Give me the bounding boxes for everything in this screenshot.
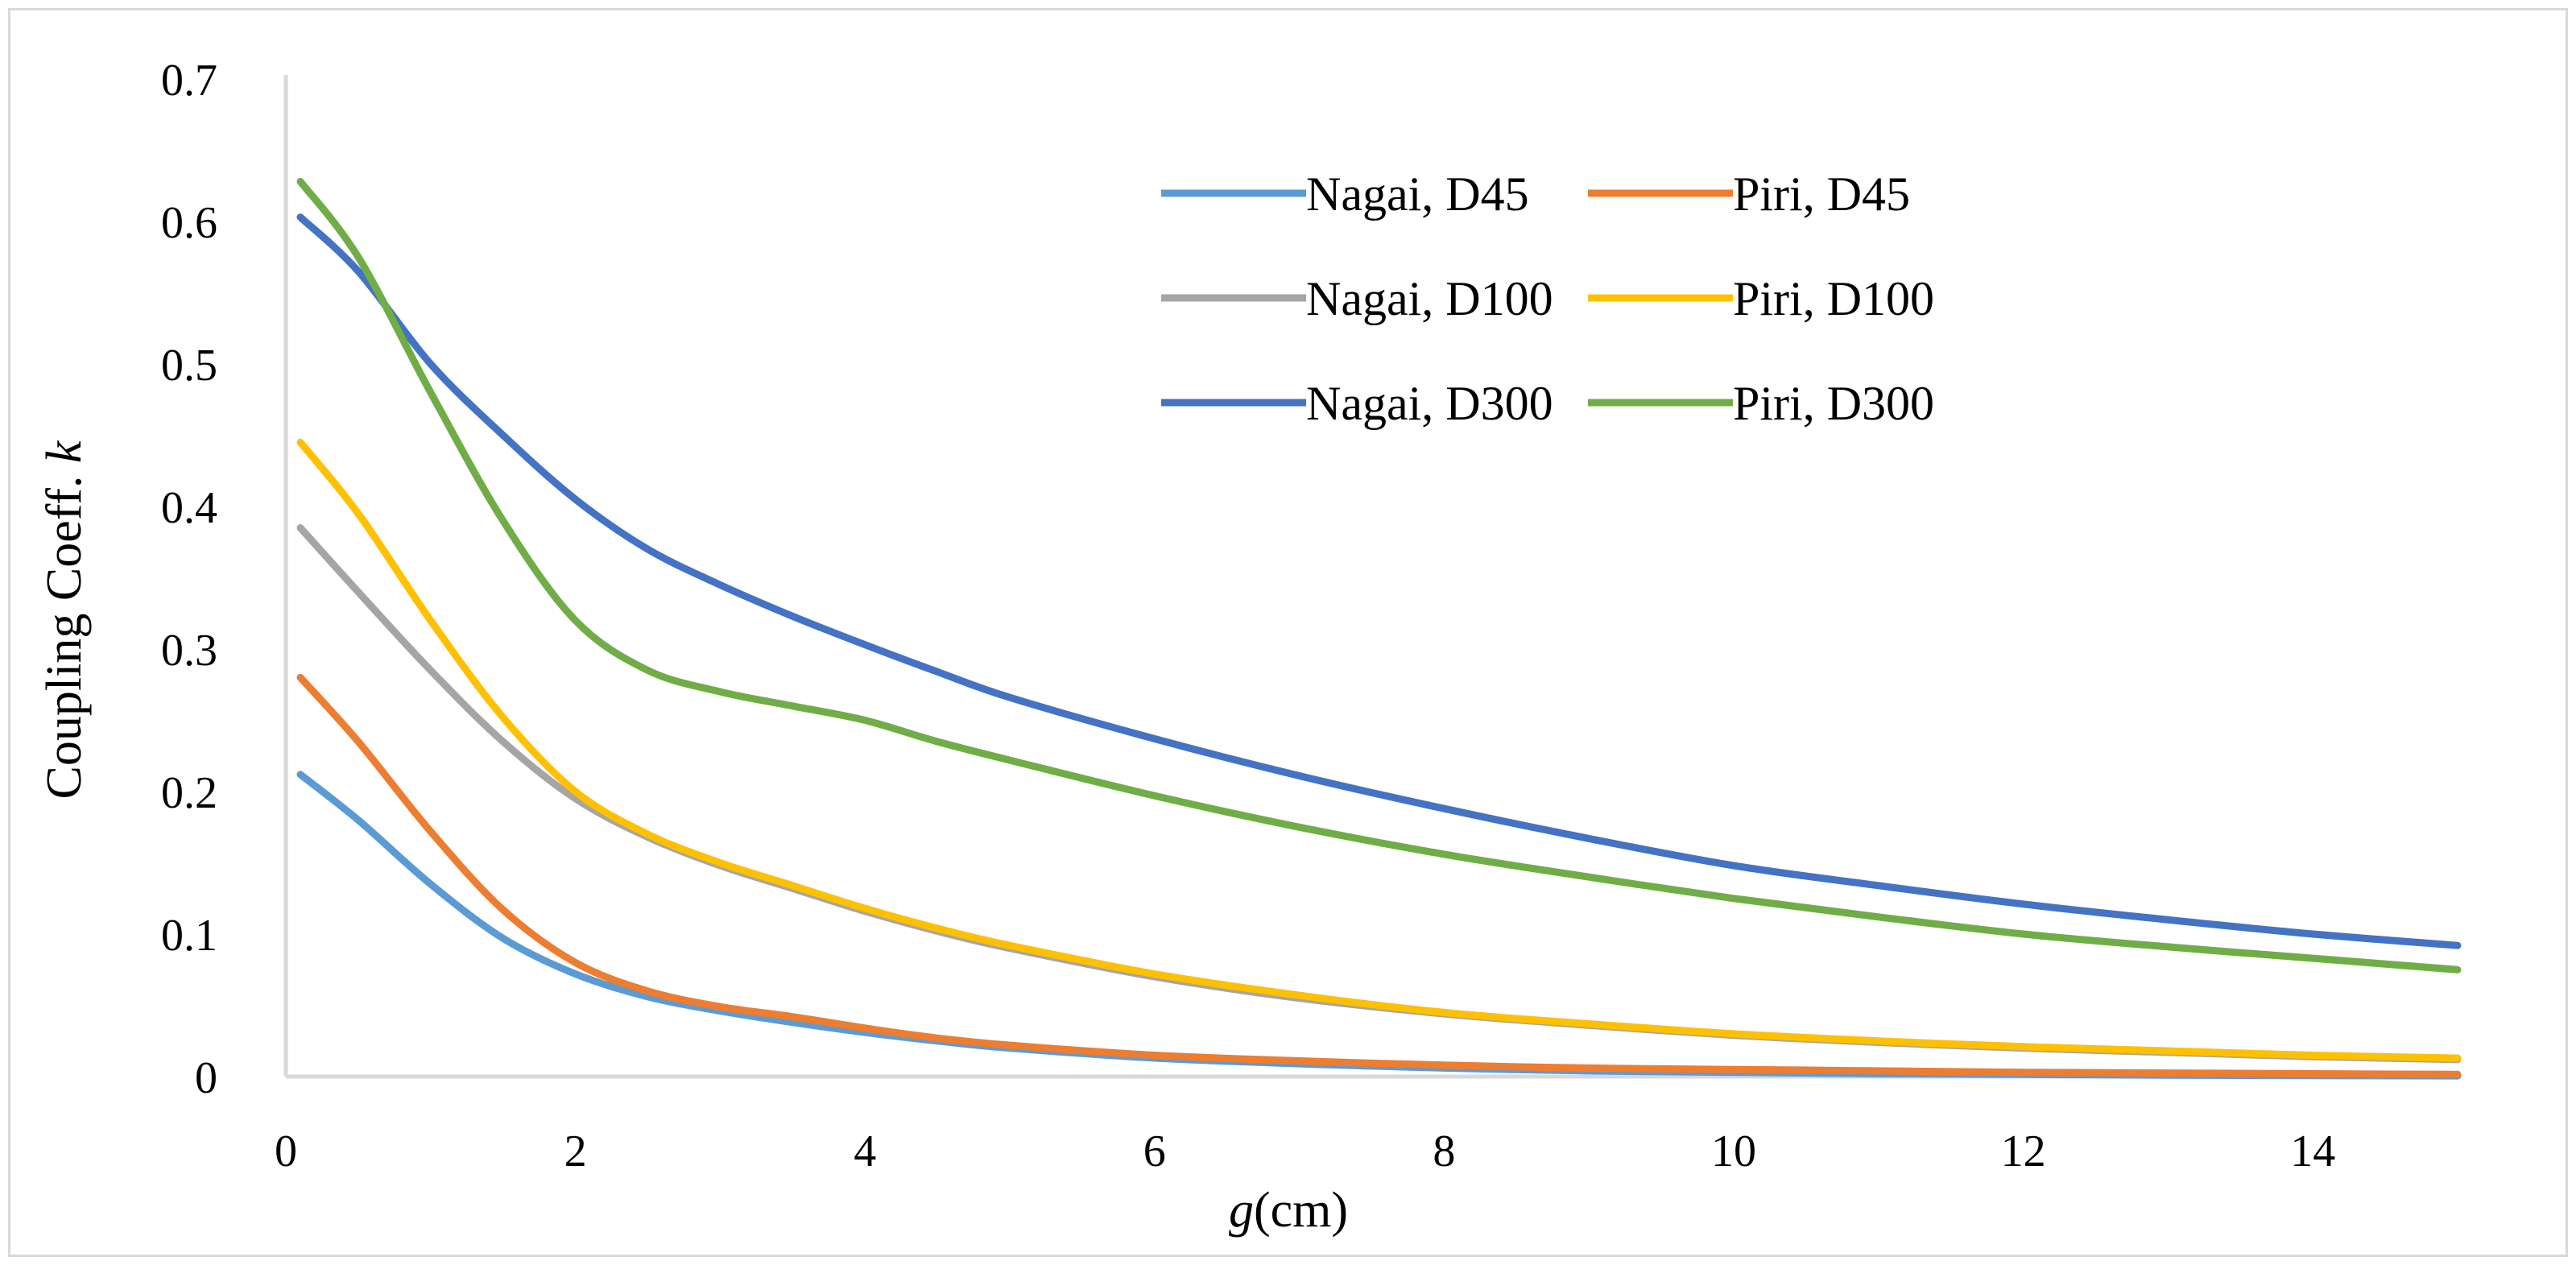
- legend-label: Nagai, D300: [1306, 377, 1553, 430]
- tick-labels: 0 2 4 6 8 10 12 14 0 0.1 0.2 0.3 0.4 0.5 0.6 0.7: [161, 56, 2335, 1176]
- y-tick-label: 0.4: [161, 483, 217, 533]
- x-tick-label: 2: [564, 1127, 587, 1176]
- series-lines: [296, 177, 2462, 1080]
- y-tick-label: 0.2: [161, 768, 217, 818]
- x-tick-label: 6: [1143, 1127, 1166, 1176]
- x-axis-title: g(cm): [1229, 1183, 1348, 1238]
- y-tick-label: 0.6: [161, 198, 217, 248]
- y-tick-label: 0.1: [161, 911, 217, 961]
- legend-item-piri-d100: Piri, D100: [1588, 272, 1934, 325]
- x-axis-title-rest: (cm): [1254, 1183, 1348, 1238]
- series-line-piri-d45: [296, 673, 2462, 1078]
- series-line-piri-d300: [296, 177, 2462, 974]
- x-tick-label: 14: [2290, 1127, 2335, 1176]
- legend: Nagai, D45 Piri, D45 Nagai, D100 Piri, D100…: [1161, 167, 1934, 430]
- legend-label: Piri, D100: [1733, 272, 1934, 325]
- y-tick-label: 0: [195, 1053, 217, 1103]
- legend-label: Piri, D45: [1733, 167, 1910, 221]
- y-tick-label: 0.7: [161, 56, 217, 105]
- y-tick-label: 0.3: [161, 626, 217, 676]
- legend-item-piri-d300: Piri, D300: [1588, 377, 1934, 430]
- x-tick-label: 10: [1711, 1127, 1756, 1176]
- y-axis-title-rest: Coupling Coeff.: [37, 463, 92, 799]
- y-axis-title-italic: k: [37, 440, 92, 463]
- legend-item-nagai-d100: Nagai, D100: [1161, 272, 1553, 325]
- legend-label: Nagai, D45: [1306, 167, 1529, 221]
- x-tick-label: 0: [275, 1127, 297, 1176]
- legend-label: Piri, D300: [1733, 377, 1934, 430]
- legend-item-piri-d45: Piri, D45: [1588, 167, 1910, 221]
- legend-item-nagai-d45: Nagai, D45: [1161, 167, 1529, 221]
- axes: [283, 75, 2458, 1079]
- x-axis-title-italic: g: [1229, 1183, 1254, 1238]
- legend-label: Nagai, D100: [1306, 272, 1553, 325]
- x-tick-label: 8: [1433, 1127, 1455, 1176]
- legend-item-nagai-d300: Nagai, D300: [1161, 377, 1553, 430]
- x-tick-label: 12: [2001, 1127, 2046, 1176]
- series-line-nagai-d300: [296, 213, 2462, 949]
- series-line-piri-d100: [296, 438, 2462, 1062]
- x-tick-label: 4: [854, 1127, 876, 1176]
- y-tick-label: 0.5: [161, 341, 217, 391]
- y-axis-title: Coupling Coeff. k: [37, 440, 92, 799]
